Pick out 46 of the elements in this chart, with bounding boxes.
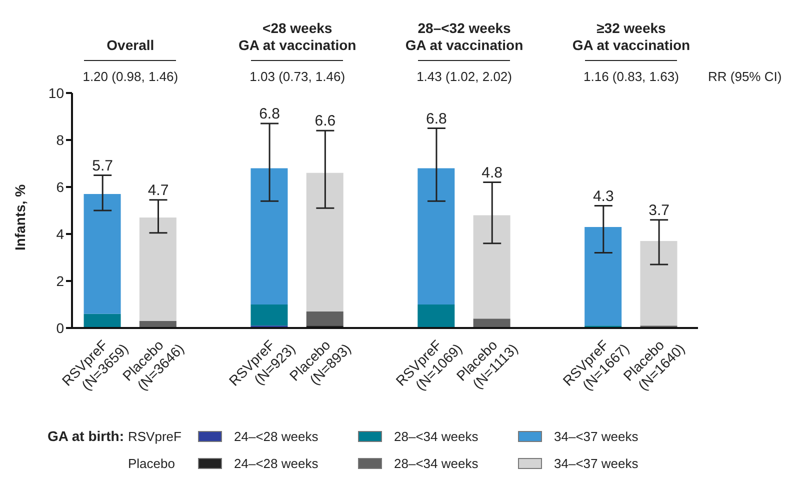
text: RSVpreF: [128, 428, 182, 444]
bar: [418, 168, 455, 304]
total-label: 3.7: [648, 202, 670, 219]
text: 1.03 (0.73, 1.46): [248, 69, 346, 84]
bar: [250, 304, 288, 326]
y-tick-label: 4: [56, 226, 64, 242]
y-tick-label: 6: [56, 178, 64, 195]
bar: [584, 226, 622, 326]
total-label: 6.8: [259, 106, 280, 123]
text: 1.20 (0.98, 1.46): [82, 69, 180, 84]
text: ≥32 weeks GA at vaccination: [572, 20, 690, 54]
bar: [640, 241, 678, 326]
legend-label: 28–<34 weeks: [394, 456, 478, 471]
text: Overall: [106, 37, 154, 54]
bar: [84, 314, 121, 328]
legend-label: 28–<34 weeks: [394, 428, 478, 444]
bar: [250, 168, 288, 304]
total-label: 4.3: [592, 188, 614, 205]
y-axis-title: Infants, %: [12, 184, 28, 250]
y-tick-label: 8: [56, 132, 64, 148]
bar: [473, 318, 510, 328]
total-label: 4.8: [482, 164, 503, 182]
text: 1.43 (1.02, 2.02): [416, 69, 513, 84]
text: RR (95% CI): [708, 69, 782, 84]
bar: [306, 172, 344, 312]
legend-label: 24–<28 weeks: [234, 428, 318, 444]
bar: [473, 215, 510, 319]
bar: [418, 304, 455, 328]
text: 28–<32 weeks GA at vaccination: [405, 20, 524, 54]
legend-label: 34–<37 weeks: [554, 456, 638, 471]
legend-label: 24–<28 weeks: [234, 456, 318, 471]
bar: [139, 218, 176, 321]
y-tick-label: 10: [48, 84, 64, 101]
text: Placebo: [128, 456, 176, 471]
text: 1.16 (0.83, 1.63): [584, 69, 679, 84]
total-label: 6.6: [314, 112, 336, 130]
legend-title: GA at birth:: [46, 428, 125, 444]
total-label: 5.7: [92, 157, 114, 174]
y-tick-label: 0: [56, 320, 64, 336]
y-tick-label: 2: [56, 272, 64, 289]
bar: [84, 194, 121, 314]
total-label: 6.8: [426, 110, 447, 128]
text: <28 weeks GA at vaccination: [238, 20, 356, 54]
bar: [306, 312, 344, 326]
legend-label: 34–<37 weeks: [554, 428, 638, 444]
total-label: 4.7: [148, 182, 169, 199]
